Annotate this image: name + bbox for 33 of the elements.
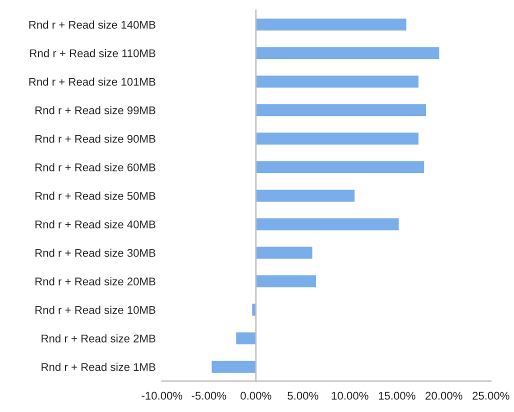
- x-tick-label: -5.00%: [192, 392, 226, 400]
- y-tick-label: Rnd r + Read size 90MB: [35, 134, 156, 143]
- x-tick-label: 5.00%: [288, 392, 318, 400]
- bar: [256, 275, 316, 288]
- x-tick-label: 20.00%: [426, 392, 462, 400]
- bar: [256, 190, 355, 202]
- bar: [236, 332, 256, 344]
- bar: [256, 132, 418, 145]
- x-tick-label: 0.00%: [240, 392, 272, 400]
- x-tick-label: 15.00%: [378, 392, 416, 400]
- x-tick-label: -10.00%: [142, 392, 182, 400]
- bar: [256, 76, 418, 88]
- bar: [256, 161, 424, 174]
- bar: [212, 360, 256, 373]
- y-tick-label: Rnd r + Read size 30MB: [35, 248, 156, 257]
- bar: [256, 47, 440, 60]
- bar: [256, 246, 312, 259]
- x-tick-label: 25.00%: [472, 392, 510, 400]
- y-tick-label: Rnd r + Read size 40MB: [35, 220, 156, 228]
- y-tick-label: Rnd r + Read size 1MB: [42, 362, 156, 371]
- y-tick-label: Rnd r + Read size 101MB: [29, 78, 156, 86]
- y-tick-label: Rnd r + Read size 20MB: [35, 277, 156, 286]
- y-tick-label: Rnd r + Read size 2MB: [42, 334, 156, 342]
- bar: [256, 104, 426, 116]
- bar: [256, 18, 406, 31]
- y-tick-label: Rnd r + Read size 10MB: [35, 306, 156, 314]
- y-tick-label: Rnd r + Read size 50MB: [35, 192, 156, 200]
- bar: [256, 218, 399, 230]
- y-tick-label: Rnd r + Read size 140MB: [29, 20, 156, 29]
- y-tick-label: Rnd r + Read size 99MB: [35, 106, 156, 114]
- y-tick-label: Rnd r + Read size 60MB: [35, 163, 156, 172]
- y-tick-label: Rnd r + Read size 110MB: [30, 49, 156, 58]
- x-tick-label: 10.00%: [332, 392, 368, 400]
